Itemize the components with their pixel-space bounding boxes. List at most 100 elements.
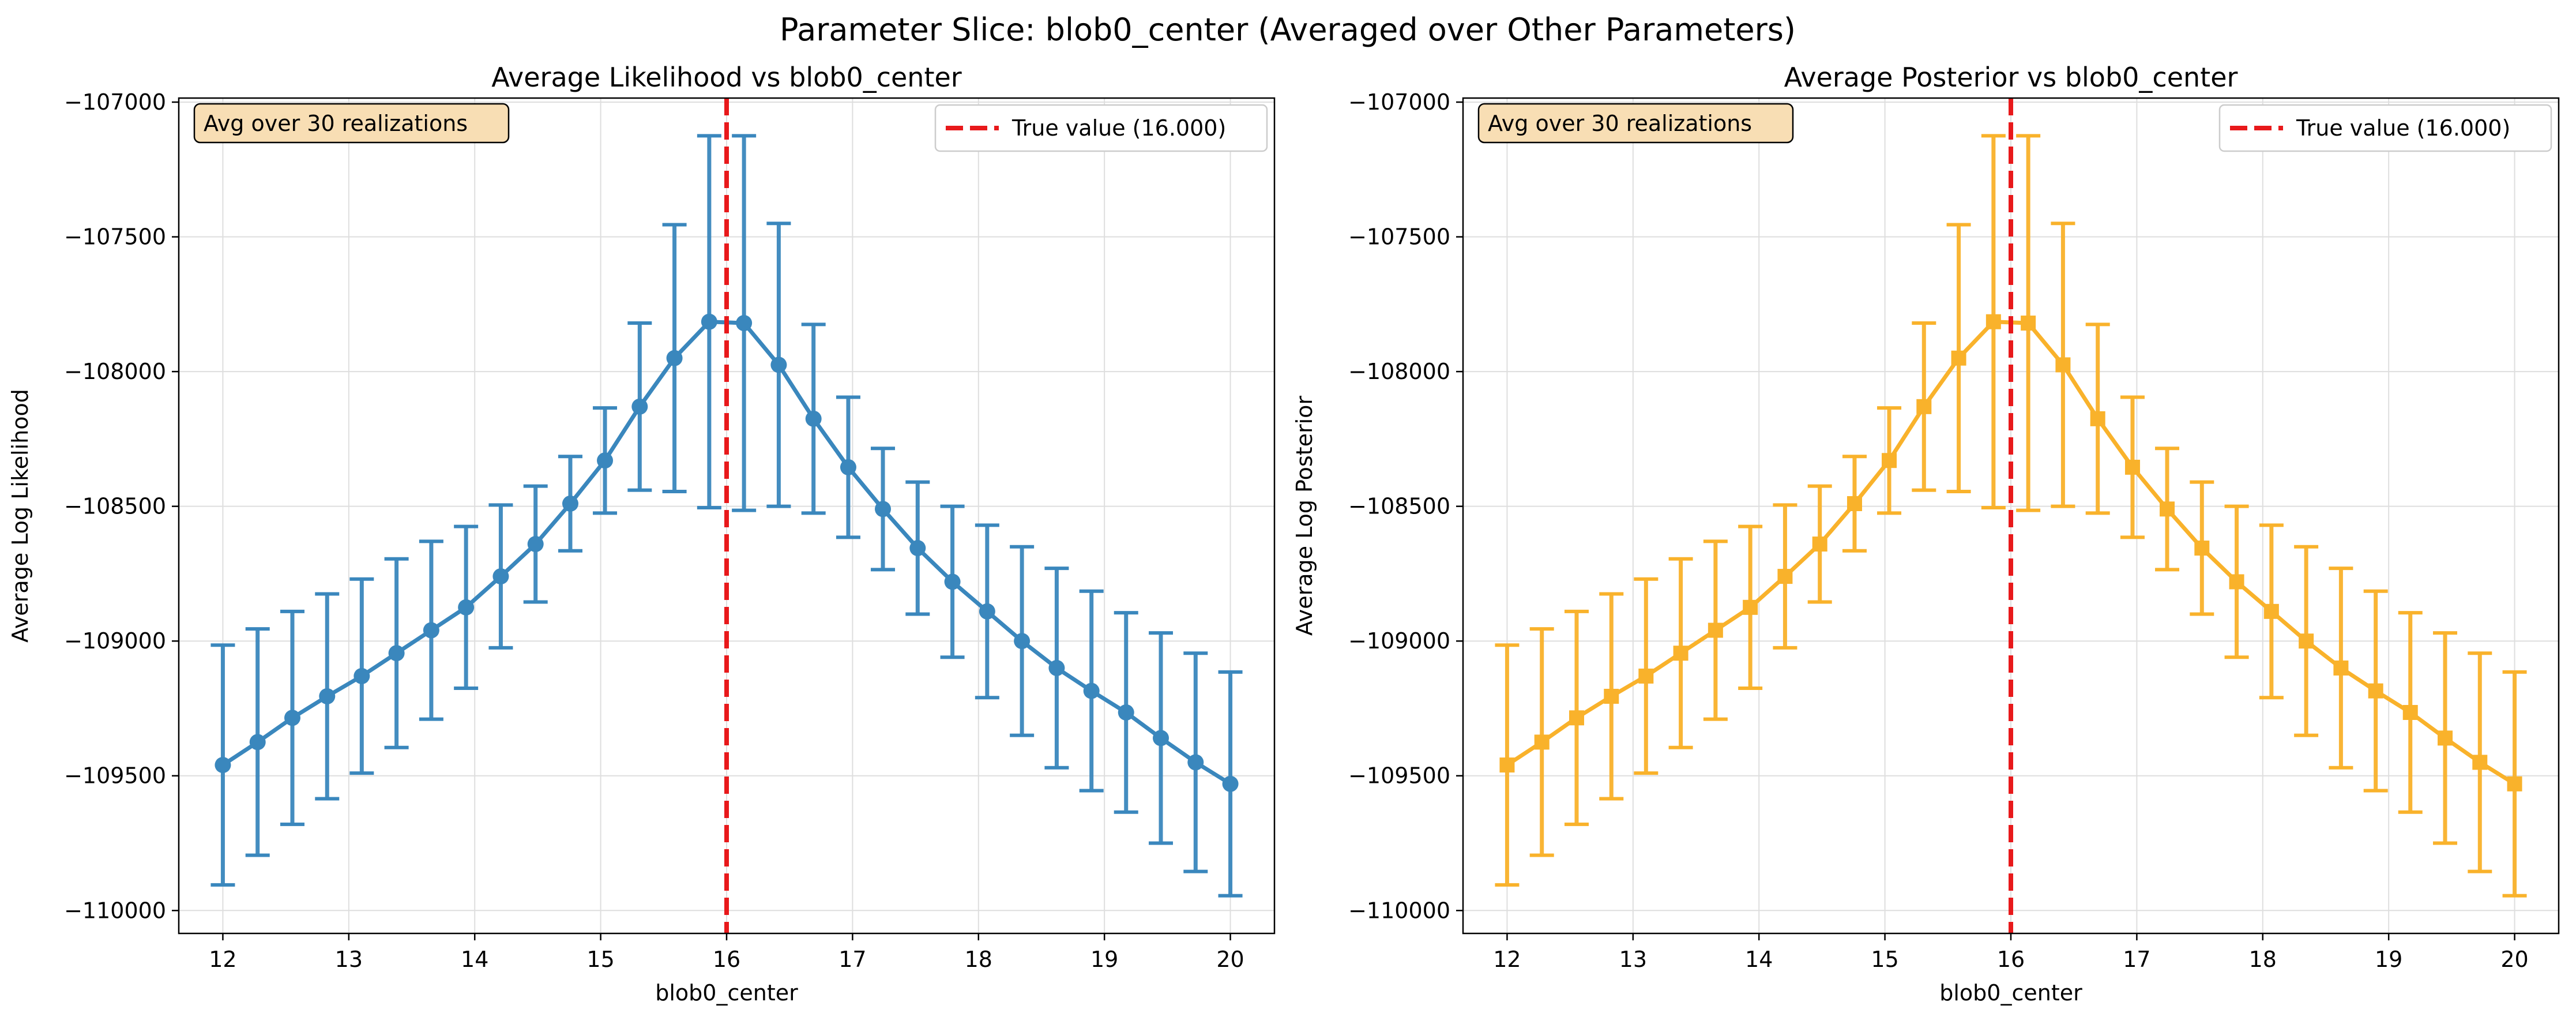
data-point bbox=[875, 501, 892, 517]
data-point bbox=[736, 315, 753, 332]
x-axis-label: blob0_center bbox=[1939, 980, 2082, 1006]
data-point bbox=[2021, 316, 2036, 331]
data-point bbox=[909, 540, 926, 557]
axes-title: Average Posterior vs blob0_center bbox=[1784, 62, 2238, 93]
data-point bbox=[1777, 569, 1793, 584]
data-point bbox=[944, 573, 961, 590]
data-point bbox=[215, 757, 231, 774]
data-point bbox=[1604, 688, 1619, 704]
x-tick-label: 17 bbox=[838, 947, 866, 972]
data-point bbox=[1569, 710, 1584, 726]
data-point bbox=[1222, 775, 1239, 792]
data-point bbox=[1014, 633, 1031, 650]
x-tick-label: 20 bbox=[2500, 947, 2528, 972]
data-point bbox=[319, 688, 336, 704]
data-point bbox=[1916, 399, 1932, 414]
x-tick-label: 17 bbox=[2123, 947, 2150, 972]
annotation-text: Avg over 30 realizations bbox=[1488, 111, 1752, 136]
x-tick-label: 12 bbox=[209, 947, 236, 972]
y-tick-label: −108500 bbox=[64, 494, 166, 519]
annotation-box bbox=[1477, 103, 1794, 144]
data-point bbox=[423, 622, 439, 639]
data-point bbox=[2438, 730, 2453, 746]
data-point bbox=[631, 398, 648, 415]
x-tick-label: 15 bbox=[586, 947, 614, 972]
data-point bbox=[1153, 730, 1169, 747]
x-tick-label: 20 bbox=[1216, 947, 1244, 972]
data-point bbox=[1048, 659, 1065, 676]
y-tick-label: −108500 bbox=[1348, 494, 1450, 519]
data-point bbox=[1638, 668, 1654, 684]
y-tick-label: −108000 bbox=[64, 359, 166, 384]
data-point bbox=[284, 710, 300, 726]
y-tick-label: −109000 bbox=[1348, 628, 1450, 654]
data-point bbox=[1743, 599, 1758, 615]
data-point bbox=[527, 536, 544, 553]
data-point bbox=[1985, 314, 2001, 329]
y-tick-label: −108000 bbox=[1348, 359, 1450, 384]
x-tick-label: 19 bbox=[1090, 947, 1118, 972]
x-tick-label: 12 bbox=[1493, 947, 1521, 972]
y-tick-label: −109500 bbox=[64, 763, 166, 789]
y-axis-label: Average Log Posterior bbox=[1292, 396, 1317, 636]
x-tick-label: 16 bbox=[713, 947, 740, 972]
y-tick-label: −107500 bbox=[64, 224, 166, 250]
data-point bbox=[1882, 453, 1897, 468]
data-point bbox=[805, 410, 822, 427]
data-point bbox=[388, 645, 405, 662]
x-tick-label: 18 bbox=[2249, 947, 2277, 972]
data-point bbox=[492, 568, 509, 585]
x-tick-label: 14 bbox=[1745, 947, 1773, 972]
data-point bbox=[1083, 682, 1100, 699]
x-tick-label: 18 bbox=[965, 947, 992, 972]
y-tick-label: −107000 bbox=[1348, 89, 1450, 115]
figure-suptitle: Parameter Slice: blob0_center (Averaged … bbox=[780, 12, 1796, 48]
axes-title: Average Likelihood vs blob0_center bbox=[491, 62, 962, 93]
data-point bbox=[2333, 660, 2349, 676]
data-point bbox=[1847, 496, 1862, 511]
annotation-text: Avg over 30 realizations bbox=[204, 111, 468, 136]
data-point bbox=[840, 459, 856, 475]
data-point bbox=[2160, 501, 2175, 517]
y-tick-label: −109500 bbox=[1348, 763, 1450, 789]
x-tick-label: 14 bbox=[461, 947, 488, 972]
x-tick-label: 19 bbox=[2375, 947, 2402, 972]
data-point bbox=[2402, 704, 2418, 720]
legend-label: True value (16.000) bbox=[2296, 115, 2510, 141]
data-point bbox=[1118, 704, 1134, 721]
x-tick-label: 15 bbox=[1871, 947, 1898, 972]
posterior-panel: 12 13 14 15 16 17 18 19 20 −110000 −109500 −109000 −… bbox=[1292, 62, 2560, 1006]
data-point bbox=[354, 667, 370, 684]
data-point bbox=[701, 313, 717, 330]
legend-box bbox=[934, 104, 1268, 152]
data-point bbox=[2368, 683, 2383, 699]
y-tick-label: −109000 bbox=[64, 628, 166, 654]
data-point bbox=[1708, 622, 1723, 638]
data-point bbox=[2263, 603, 2279, 619]
data-point bbox=[666, 350, 683, 366]
annotation-box bbox=[193, 103, 510, 144]
data-point bbox=[1499, 757, 1515, 773]
x-tick-label: 16 bbox=[1997, 947, 2025, 972]
data-point bbox=[2507, 776, 2522, 792]
data-point bbox=[458, 599, 475, 616]
data-point bbox=[2229, 574, 2244, 590]
y-tick-label: −107500 bbox=[1348, 224, 1450, 250]
data-point bbox=[2472, 755, 2488, 770]
y-tick-label: −110000 bbox=[1348, 898, 1450, 923]
data-point bbox=[1951, 350, 1966, 366]
legend-box bbox=[2218, 104, 2552, 152]
y-tick-label: −110000 bbox=[64, 898, 166, 923]
data-point bbox=[597, 452, 614, 469]
data-point bbox=[1534, 734, 1550, 750]
data-point bbox=[1187, 754, 1204, 771]
data-point bbox=[979, 603, 995, 620]
x-tick-label: 13 bbox=[335, 947, 363, 972]
data-point bbox=[249, 734, 266, 751]
y-tick-label: −107000 bbox=[64, 89, 166, 115]
data-point bbox=[2055, 357, 2071, 373]
data-point bbox=[1812, 537, 1827, 552]
likelihood-panel: 12 13 14 15 16 17 18 19 20 −110000 −109500 −109000 −… bbox=[7, 62, 1276, 1006]
